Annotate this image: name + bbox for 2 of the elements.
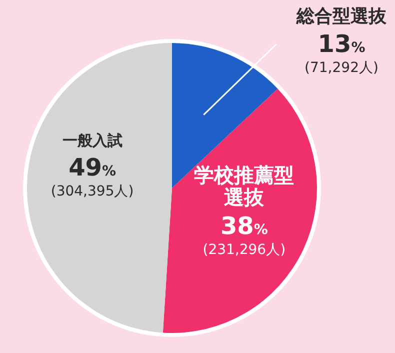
data-label: 13% (318, 30, 366, 58)
slice-label: 総合型選抜 (296, 6, 388, 27)
